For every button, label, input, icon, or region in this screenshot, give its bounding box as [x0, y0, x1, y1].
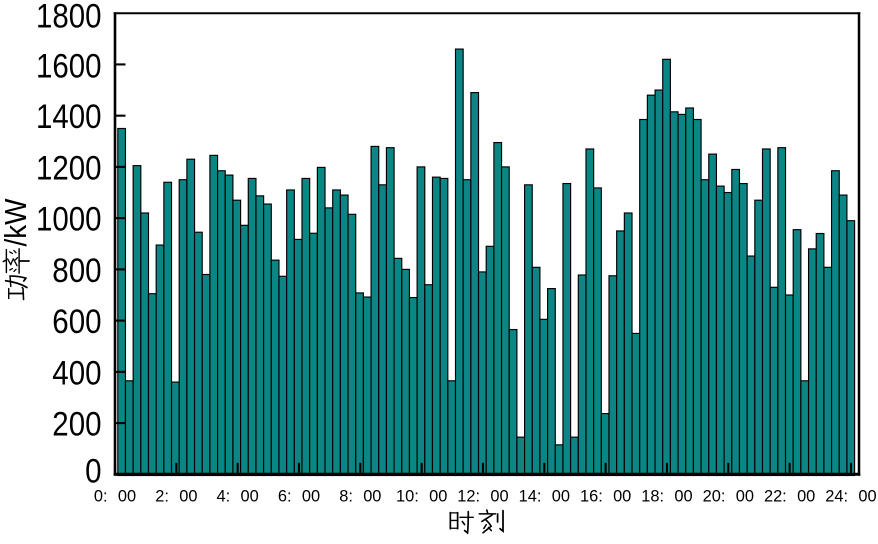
svg-text:800: 800	[52, 252, 101, 290]
svg-text:2: 00: 2: 00	[155, 488, 197, 506]
svg-text:8: 00: 8: 00	[339, 488, 381, 506]
svg-text:0: 0	[85, 452, 101, 490]
svg-text:6: 00: 6: 00	[278, 488, 320, 506]
svg-text:24: 00: 24: 00	[825, 488, 876, 506]
svg-text:1400: 1400	[36, 98, 102, 136]
svg-text:20: 00: 20: 00	[703, 488, 754, 506]
svg-text:14: 00: 14: 00	[519, 488, 570, 506]
svg-text:22: 00: 22: 00	[764, 488, 815, 506]
svg-text:18: 00: 18: 00	[641, 488, 692, 506]
svg-text:/kW: /kW	[0, 198, 33, 247]
svg-text:1600: 1600	[36, 47, 102, 85]
svg-text:16: 00: 16: 00	[580, 488, 631, 506]
svg-text:1000: 1000	[36, 201, 102, 239]
svg-text:1800: 1800	[36, 0, 102, 35]
svg-text:1200: 1200	[36, 149, 102, 187]
svg-text:400: 400	[52, 354, 101, 392]
svg-text:4: 00: 4: 00	[217, 488, 259, 506]
svg-text:10: 00: 10: 00	[396, 488, 447, 506]
svg-text:200: 200	[52, 406, 101, 444]
svg-text:12: 00: 12: 00	[457, 488, 508, 506]
svg-text:0: 00: 0: 00	[94, 488, 136, 506]
svg-text:600: 600	[52, 303, 101, 341]
